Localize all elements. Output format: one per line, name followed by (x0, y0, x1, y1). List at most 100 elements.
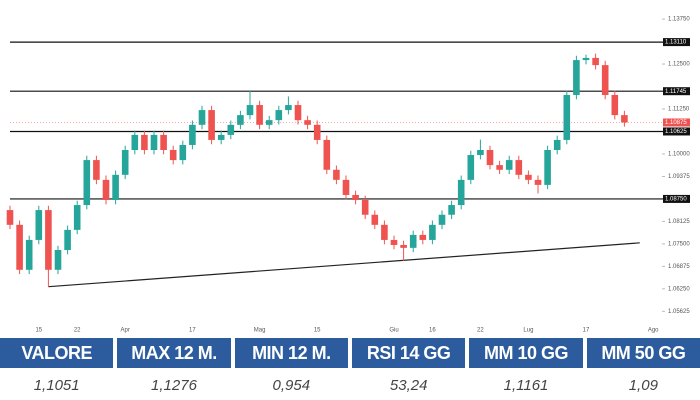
chart: 1.13750 1.12500 1.11250 1.10000 1.09375 1.081… (6, 17, 690, 334)
table-value: 1,09 (586, 368, 700, 400)
candle-body (73, 205, 81, 230)
candle-body (342, 179, 350, 195)
candle-body (505, 160, 513, 170)
candle-body (246, 105, 254, 116)
candle-body (419, 234, 427, 240)
candle-body (102, 179, 110, 201)
table-header: RSI 14 GG (352, 338, 466, 368)
table-header: MM 10 GG (469, 338, 583, 368)
table-header: VALORE (0, 338, 114, 368)
candle-body (467, 155, 475, 180)
candle-body (16, 224, 23, 270)
candle-body (477, 150, 484, 156)
candle-body (6, 210, 14, 225)
table-value: 1,1276 (117, 368, 231, 400)
candle-body (553, 139, 561, 151)
last-price-label: 1.10875 (665, 120, 687, 126)
candle-body (121, 150, 129, 175)
y-tick-label: 1.09375 (668, 174, 690, 180)
candle-body (333, 169, 340, 180)
candle-body (525, 174, 532, 180)
x-tick-label: Mag (254, 328, 266, 334)
candle-body (534, 179, 542, 185)
candle-body (131, 134, 139, 151)
y-tick-label: 1.07500 (668, 241, 690, 247)
candle-body (457, 179, 465, 206)
candle-body (601, 65, 609, 95)
trendline (48, 242, 640, 288)
y-tick-label: 1.13750 (668, 17, 690, 23)
x-tick-label: 17 (189, 328, 196, 334)
candle-body (400, 244, 407, 248)
candle-body (217, 134, 225, 140)
candle-body (179, 144, 187, 161)
candle-body (198, 110, 206, 125)
candle-body (35, 210, 43, 240)
candle-body (189, 124, 196, 145)
table-value: 0,954 (234, 368, 348, 400)
candle-body (150, 134, 158, 151)
level-label-box (663, 87, 690, 96)
level-label-box (663, 127, 690, 136)
candle-body (141, 134, 148, 151)
table-header: MAX 12 M. (117, 338, 231, 368)
level-label: 1.13110 (665, 40, 687, 46)
candle-body (265, 120, 273, 125)
candle-body (352, 194, 359, 201)
candle-body (93, 160, 100, 180)
candle-body (237, 115, 244, 125)
level-label: 1.11745 (665, 89, 687, 95)
candle-body (313, 124, 321, 140)
candle-body (371, 214, 379, 225)
x-tick-label: 17 (583, 328, 590, 334)
candle-body (160, 134, 167, 151)
candle-body (592, 57, 599, 66)
table-value: 53,24 (352, 368, 466, 400)
candle-body (573, 60, 580, 95)
candle-body (361, 200, 369, 215)
candle-body (390, 239, 398, 245)
x-tick-label: Giu (389, 328, 398, 334)
candle-body (515, 160, 523, 175)
x-tick-label: Apr (121, 328, 130, 334)
level-label: 1.08750 (665, 197, 687, 203)
y-tick-label: 1.12500 (668, 62, 690, 68)
candle-body (227, 124, 235, 135)
table-header: MIN 12 M. (234, 338, 348, 368)
candle-body (64, 229, 71, 251)
level-label: 1.10625 (665, 129, 687, 135)
x-tick-label: 15 (314, 328, 321, 334)
candle-body (169, 150, 177, 161)
candle-body (294, 105, 302, 121)
candle-body (621, 115, 628, 123)
table-value: 1,1161 (469, 368, 583, 400)
level-label-box (663, 38, 690, 47)
candle-body (486, 150, 494, 166)
candle-body (611, 94, 619, 116)
y-tick-label: 1.08125 (668, 219, 690, 225)
candle-body (496, 165, 503, 170)
last-price-box (663, 118, 690, 127)
candle-body (25, 239, 33, 270)
candle-body (582, 57, 590, 61)
candle-body (285, 105, 292, 111)
candle-body (208, 110, 215, 140)
x-tick-label: 16 (429, 328, 436, 334)
table-value: 1,1051 (0, 368, 114, 400)
candle-body (256, 105, 263, 125)
candle-body (438, 214, 446, 225)
candle-body (381, 224, 388, 240)
x-tick-label: 22 (74, 328, 81, 334)
y-tick-label: 1.05625 (668, 309, 690, 315)
candle-body (544, 150, 551, 185)
candle-body (448, 205, 455, 215)
candle-body (112, 174, 119, 201)
y-tick-label: 1.10000 (668, 152, 690, 158)
x-tick-label: 22 (477, 328, 484, 334)
candle-body (275, 110, 283, 121)
stats-table: VALORE MAX 12 M. MIN 12 M. RSI 14 GG MM 10 G… (0, 338, 700, 400)
candle-body (54, 250, 62, 270)
x-tick-label: Lug (523, 328, 533, 334)
y-tick-label: 1.11250 (668, 107, 690, 113)
